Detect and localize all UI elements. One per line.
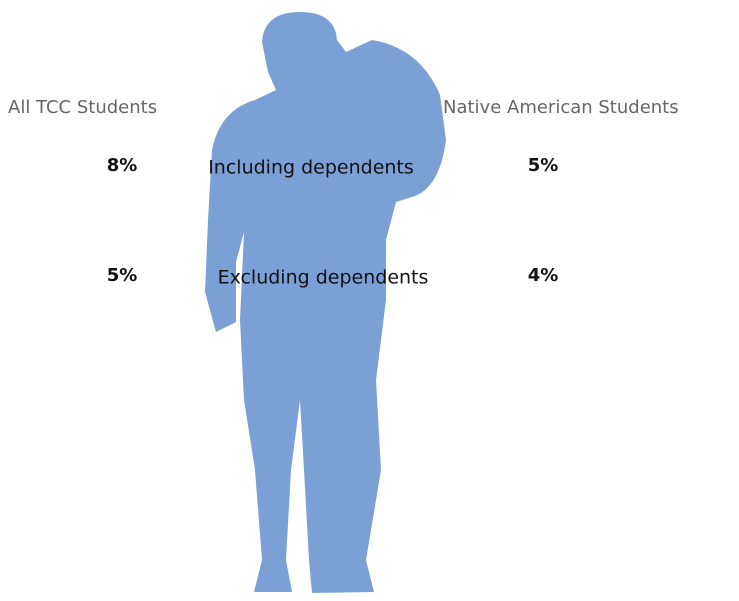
cell: 8%: [107, 155, 138, 176]
soldier-silhouette: [205, 12, 446, 593]
row-label: Excluding dependents: [218, 267, 429, 289]
row-label: Including dependents: [208, 157, 414, 179]
cell: 5%: [528, 155, 559, 176]
column-header: All TCC Students: [8, 97, 157, 118]
cell: 5%: [107, 265, 138, 286]
cell: 4%: [528, 265, 559, 286]
column-header: Native American Students: [443, 97, 679, 118]
